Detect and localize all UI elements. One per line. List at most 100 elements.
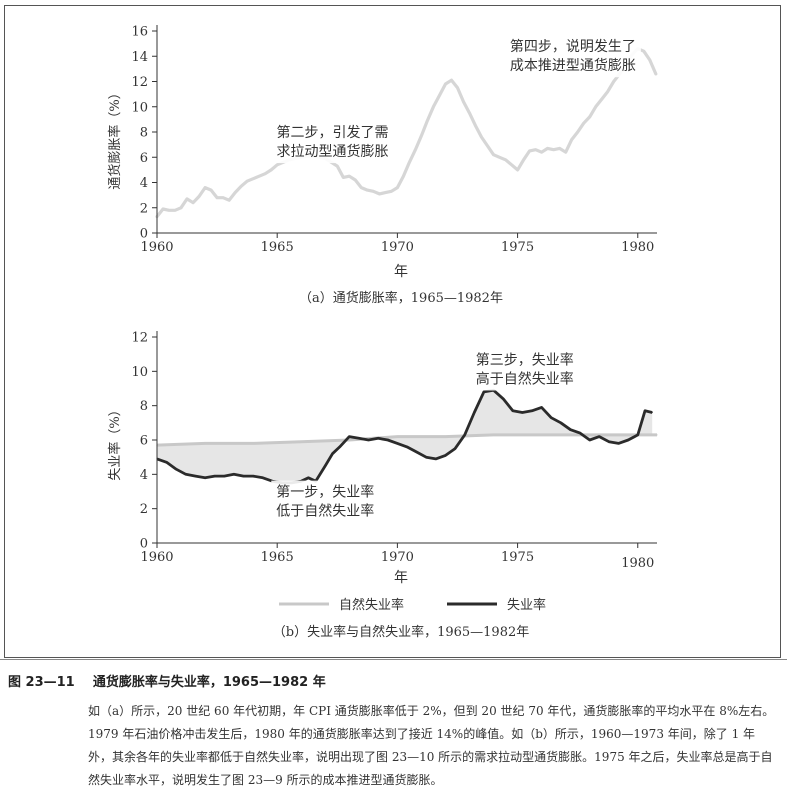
natural-rate-line <box>156 433 657 447</box>
unemployment-point <box>617 442 620 445</box>
unemployment-annotation-line2: 高于自然失业率 <box>476 370 574 387</box>
natural-rate-point <box>348 439 350 441</box>
natural-rate-point <box>492 434 495 436</box>
inflation-point <box>649 59 651 61</box>
unemployment-ytick-label: 0 <box>140 537 148 552</box>
inflation-xlabel: 年 <box>394 264 408 280</box>
unemployment-point <box>464 434 466 436</box>
inflation-point <box>498 156 501 158</box>
unemployment-ytick-label: 4 <box>140 468 148 483</box>
inflation-point <box>360 186 362 189</box>
legend: 自然失业率 失业率 <box>279 597 546 613</box>
unemployment-line <box>156 388 653 485</box>
unemployment-annotation-line1: 第三步，失业率 <box>476 351 574 368</box>
inflation-ytick-label: 6 <box>140 151 148 166</box>
unemployment-point <box>550 417 552 419</box>
unemployment-point <box>185 473 187 475</box>
natural-rate-point <box>204 442 206 445</box>
unemployment-ytick-label: 2 <box>140 502 148 517</box>
legend-unemployment-label: 失业率 <box>507 597 546 613</box>
unemployment-point <box>435 458 437 460</box>
unemployment-point <box>579 432 581 434</box>
inflation-point <box>216 197 218 199</box>
inflation-point <box>240 185 242 187</box>
inflation-point <box>234 192 236 194</box>
unemployment-xtick-label: 1980 <box>621 556 654 571</box>
unemployment-point <box>233 473 235 475</box>
inflation-annotation-bg <box>271 121 394 164</box>
natural-rate-point <box>252 442 254 445</box>
inflation-point <box>162 208 164 210</box>
unemployment-gap-fill <box>157 390 653 483</box>
inflation-point <box>583 122 585 124</box>
inflation-point <box>264 173 266 175</box>
unemployment-annotation-bg <box>271 480 380 523</box>
inflation-ytick-label: 14 <box>131 50 148 65</box>
inflation-ytick-label: 8 <box>140 126 148 141</box>
inflation-point <box>222 197 224 199</box>
figure-caption-body: 如（a）所示，20 世纪 60 年代初期，年 CPI 通货膨胀率低于 2%，但到… <box>88 700 778 792</box>
unemployment-point <box>262 477 264 479</box>
inflation-point <box>577 131 579 133</box>
unemployment-point <box>637 434 639 436</box>
unemployment-point <box>223 475 225 477</box>
inflation-point <box>276 164 278 166</box>
inflation-point <box>547 147 549 150</box>
unemployment-point <box>358 437 360 439</box>
inflation-point <box>541 151 543 153</box>
inflation-xtick-label: 1960 <box>140 240 173 255</box>
inflation-point <box>655 73 657 75</box>
inflation-annotation-line2: 求拉动型通货膨胀 <box>276 143 388 160</box>
inflation-axes: 0 2 4 6 8 10 12 14 16 1960 1965 1970 1975 1980 <box>131 25 657 255</box>
unemployment-point <box>651 411 653 414</box>
unemployment-ytick-label: 10 <box>131 365 148 380</box>
inflation-point <box>468 112 471 114</box>
unemployment-point <box>512 410 514 412</box>
inflation-point <box>595 106 597 108</box>
inflation-point <box>504 159 507 161</box>
unemployment-point <box>416 451 418 453</box>
inflation-point <box>589 116 591 118</box>
inflation-annotation-line1: 第四步，说明发生了 <box>510 38 636 55</box>
unemployment-point <box>483 391 485 393</box>
figure-border <box>4 5 781 658</box>
unemployment-series-group <box>156 388 658 485</box>
natural-rate-point <box>541 434 543 436</box>
inflation-point <box>456 87 459 89</box>
unemployment-point <box>473 411 475 414</box>
figure-title: 通货膨胀率与失业率，1965—1982 年 <box>92 675 326 690</box>
unemployment-point <box>194 475 197 477</box>
inflation-series-line <box>155 47 658 219</box>
inflation-point <box>613 80 615 83</box>
inflation-point <box>474 125 477 127</box>
unemployment-annotation-bg <box>470 348 579 391</box>
inflation-point <box>402 175 404 177</box>
inflation-ytick-label: 2 <box>140 201 148 216</box>
inflation-point <box>480 136 483 138</box>
inflation-point <box>420 135 423 137</box>
unemployment-point <box>396 442 398 445</box>
inflation-point <box>559 147 561 150</box>
inflation-point <box>492 154 495 156</box>
inflation-point <box>528 150 531 152</box>
unemployment-point <box>331 453 334 455</box>
inflation-point <box>342 176 344 179</box>
unemployment-ytick-label: 6 <box>140 434 148 449</box>
unemployment-point <box>339 446 341 448</box>
inflation-point <box>432 106 435 108</box>
inflation-point <box>372 190 374 192</box>
inflation-annotation-line1: 第二步，引发了需 <box>276 124 388 141</box>
inflation-annotation-line2: 成本推进型通货膨胀 <box>510 57 636 74</box>
inflation-annotation-bg <box>504 35 641 78</box>
unemployment-point <box>252 475 254 477</box>
inflation-point <box>643 50 645 52</box>
inflation-point <box>366 189 368 191</box>
unemployment-point <box>589 439 591 441</box>
unemployment-axes: 0 2 4 6 8 10 12 1960 1965 1970 1975 1980 <box>131 331 657 571</box>
unemployment-point <box>608 441 610 443</box>
natural-rate-point <box>589 434 591 436</box>
panel-unemployment: 0 2 4 6 8 10 12 1960 1965 1970 1975 1980 第三步，失业率高于自… <box>107 331 658 640</box>
